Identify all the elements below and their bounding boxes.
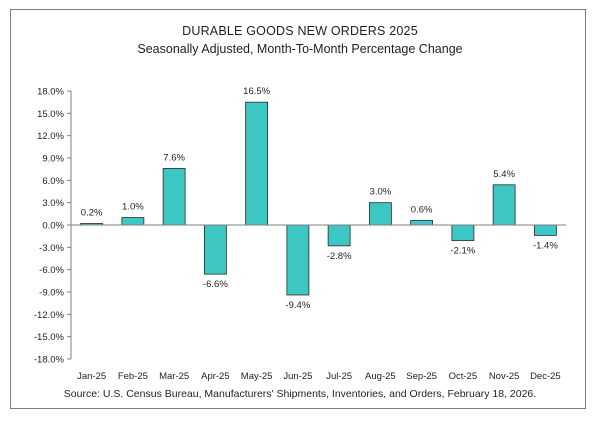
x-tick-label: Aug-25 xyxy=(365,371,396,382)
bar xyxy=(451,224,475,242)
x-tick-label: Apr-25 xyxy=(201,371,230,382)
bar xyxy=(327,224,351,247)
data-label: 7.6% xyxy=(163,152,185,163)
y-tick-label: -18.0% xyxy=(34,355,65,366)
bar xyxy=(245,101,269,226)
y-tick-label: 15.0% xyxy=(37,109,64,120)
y-tick-label: 3.0% xyxy=(42,198,64,209)
bar xyxy=(121,217,145,226)
y-tick-label: -6.0% xyxy=(39,265,64,276)
y-tick-label: 6.0% xyxy=(42,176,64,187)
y-tick-label: 0.0% xyxy=(42,221,64,232)
data-label: 5.4% xyxy=(493,169,515,180)
data-label: -9.4% xyxy=(285,300,310,311)
source-note: Source: U.S. Census Bureau, Manufacturer… xyxy=(63,388,537,400)
bar xyxy=(286,224,310,296)
x-tick-label: Mar-25 xyxy=(159,371,189,382)
data-label: -2.8% xyxy=(327,251,352,262)
x-tick-label: Jul-25 xyxy=(326,371,352,382)
chart-subtitle: Seasonally Adjusted, Month-To-Month Perc… xyxy=(137,42,463,56)
data-label: 0.2% xyxy=(81,208,103,219)
x-tick-label: Dec-25 xyxy=(530,371,561,382)
y-tick-label: 12.0% xyxy=(37,131,64,142)
bar xyxy=(492,184,516,226)
y-tick-label: -3.0% xyxy=(39,243,64,254)
bar xyxy=(162,168,186,226)
y-tick-label: 9.0% xyxy=(42,154,64,165)
data-label: 1.0% xyxy=(122,202,144,213)
y-tick-label: -12.0% xyxy=(34,310,65,321)
y-tick-label: -9.0% xyxy=(39,288,64,299)
bar xyxy=(410,220,434,226)
y-tick-label: -15.0% xyxy=(34,332,65,343)
chart-frame xyxy=(10,9,586,409)
y-tick-label: 18.0% xyxy=(37,87,64,98)
data-label: -6.6% xyxy=(203,279,228,290)
chart-title: DURABLE GOODS NEW ORDERS 2025 xyxy=(182,24,418,38)
bar xyxy=(368,202,392,226)
x-tick-label: Jan-25 xyxy=(77,371,106,382)
x-tick-label: Jun-25 xyxy=(283,371,312,382)
x-tick-label: May-25 xyxy=(241,371,273,382)
data-label: -2.1% xyxy=(450,246,475,257)
x-tick-label: Nov-25 xyxy=(489,371,520,382)
x-tick-label: Oct-25 xyxy=(449,371,478,382)
data-label: 16.5% xyxy=(243,86,270,97)
bar xyxy=(533,224,557,236)
x-tick-label: Feb-25 xyxy=(118,371,148,382)
x-tick-label: Sep-25 xyxy=(406,371,437,382)
data-label: 3.0% xyxy=(370,187,392,198)
data-label: -1.4% xyxy=(533,240,558,251)
data-label: 0.6% xyxy=(411,205,433,216)
bar xyxy=(203,224,227,275)
